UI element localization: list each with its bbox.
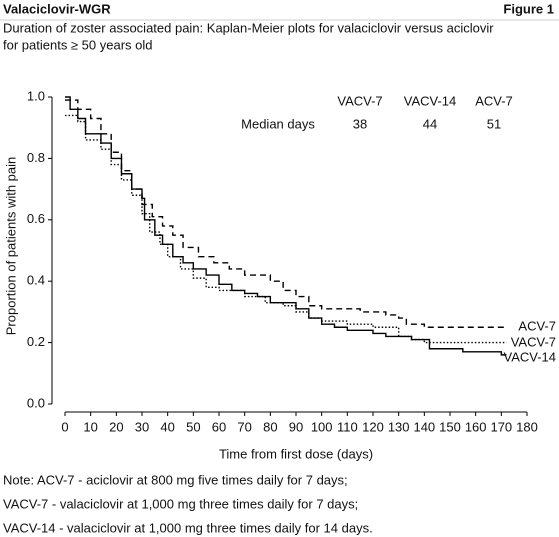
x-tick-label: 140 (413, 419, 435, 434)
x-tick-label: 70 (237, 419, 251, 434)
note: Note: ACV-7 - aciclovir at 800 mg five t… (3, 472, 348, 487)
x-axis-label: Time from first dose (days) (219, 446, 373, 461)
x-tick-label: 20 (109, 419, 123, 434)
note: VACV-7 - valaciclovir at 1,000 mg three … (3, 496, 358, 511)
median-value: 38 (353, 116, 367, 131)
series-label: VACV-14 (503, 349, 556, 364)
median-column-header: ACV-7 (475, 93, 513, 108)
x-tick-label: 170 (490, 419, 512, 434)
x-tick-label: 30 (135, 419, 149, 434)
y-tick-label: 0.8 (27, 150, 45, 165)
km-curve (65, 96, 507, 356)
x-tick-label: 110 (337, 419, 358, 434)
header-left: Valaciclovir-WGR (3, 1, 111, 16)
chart-subtitle: for patients ≥ 50 years old (3, 37, 153, 52)
x-tick-label: 50 (186, 419, 200, 434)
median-row-label: Median days (241, 116, 315, 131)
x-tick-label: 10 (83, 419, 97, 434)
x-tick-label: 100 (311, 419, 333, 434)
x-tick-label: 80 (263, 419, 277, 434)
note: VACV-14 - valaciclovir at 1,000 mg three… (3, 520, 373, 535)
y-tick-label: 0.2 (27, 334, 45, 349)
y-tick-label: 0.4 (27, 273, 45, 288)
y-tick-label: 1.0 (27, 88, 45, 103)
x-tick-label: 160 (465, 419, 487, 434)
x-tick-label: 40 (160, 419, 174, 434)
chart-title: Duration of zoster associated pain: Kapl… (3, 20, 494, 35)
header-right: Figure 1 (503, 1, 554, 16)
y-axis-label: Proportion of patients with pain (3, 157, 18, 336)
x-tick-label: 150 (439, 419, 461, 434)
median-value: 51 (487, 116, 501, 131)
series-label: VACV-7 (511, 334, 556, 349)
series-label: ACV-7 (518, 318, 556, 333)
median-column-header: VACV-7 (337, 93, 382, 108)
x-tick-label: 180 (516, 419, 538, 434)
km-curve (65, 114, 507, 344)
median-value: 44 (423, 116, 437, 131)
x-tick-label: 130 (388, 419, 410, 434)
y-tick-label: 0.6 (27, 211, 45, 226)
km-curve (65, 99, 507, 328)
x-tick-label: 120 (362, 419, 384, 434)
x-tick-label: 0 (61, 419, 68, 434)
y-tick-label: 0.0 (27, 395, 45, 410)
median-column-header: VACV-14 (404, 93, 457, 108)
x-tick-label: 90 (289, 419, 303, 434)
x-tick-label: 60 (212, 419, 226, 434)
